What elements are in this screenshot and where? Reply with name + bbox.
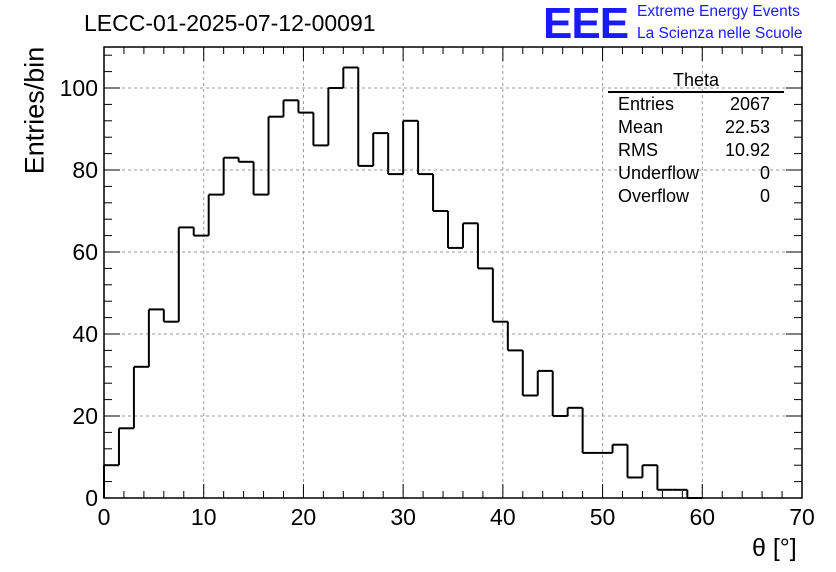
y-tick-label: 60 [72,239,98,265]
y-axis-label: Entries/bin [19,46,50,175]
x-tick-label: 20 [291,504,317,530]
stats-title: Theta [608,69,784,93]
x-tick-label: 40 [490,504,516,530]
stats-label: Underflow [618,163,700,183]
logo-line-1: Extreme Energy Events [637,3,800,20]
stats-value: 2067 [729,94,770,114]
stats-label: RMS [618,140,658,160]
x-tick-label: 10 [191,504,217,530]
y-tick-label: 100 [60,75,98,101]
stats-row-overflow: Overflow 0 [612,185,778,208]
stats-row-rms: RMS 10.92 [612,139,778,162]
stats-label: Entries [618,94,675,114]
y-tick-label: 20 [72,403,98,429]
x-axis-label: θ [°] [752,534,797,562]
y-tick-label: 0 [85,485,98,511]
x-tick-label: 60 [689,504,715,530]
stats-label: Overflow [618,186,690,206]
x-tick-label: 0 [98,504,111,530]
stats-value: 0 [759,186,770,206]
stats-row-underflow: Underflow 0 [612,162,778,185]
stats-row-entries: Entries 2067 [612,93,778,116]
eee-logo: EEE [543,0,629,48]
x-tick-label: 50 [590,504,616,530]
plot-frame [103,46,803,499]
stats-value: 22.53 [724,117,770,137]
stats-row-mean: Mean 22.53 [612,116,778,139]
stats-value: 0 [759,163,770,183]
logo-line-2: La Scienza nelle Scuole [637,25,803,42]
x-tick-label: 70 [789,504,815,530]
run-title: LECC-01-2025-07-12-00091 [84,10,376,36]
stats-value: 10.92 [724,140,770,160]
y-tick-label: 80 [72,157,98,183]
y-tick-label: 40 [72,321,98,347]
stats-label: Mean [618,117,664,137]
stats-box: Theta Entries 2067 Mean 22.53 RMS 10.92 … [608,69,784,208]
x-tick-label: 30 [390,504,416,530]
